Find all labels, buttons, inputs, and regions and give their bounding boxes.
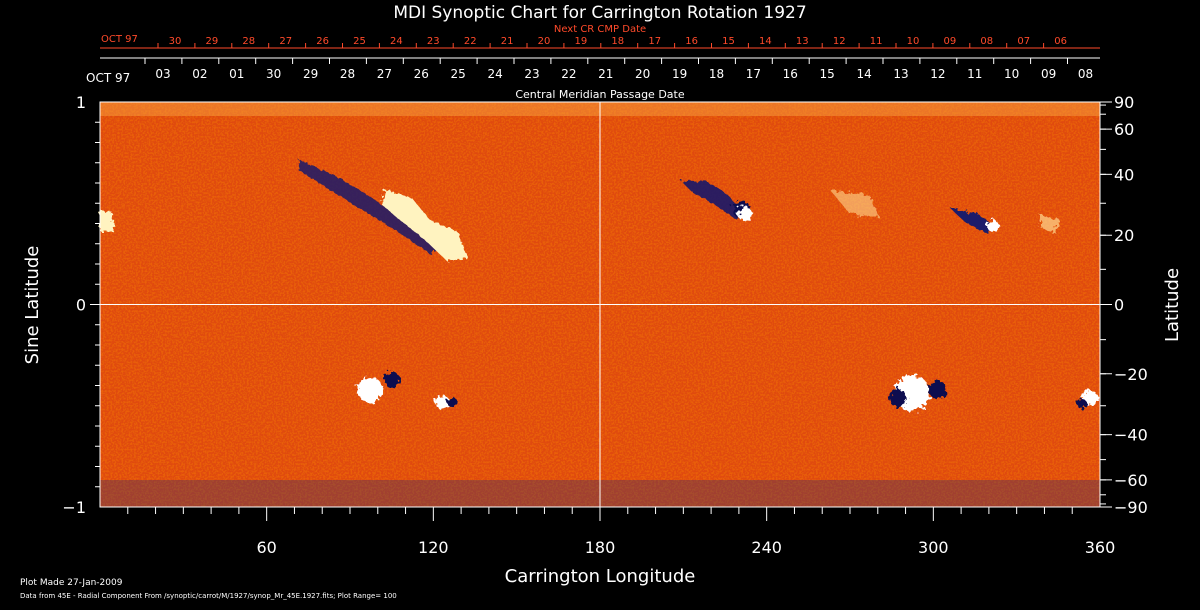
cmp-date-label: 30 bbox=[266, 67, 281, 81]
next-cr-date-label: 16 bbox=[685, 36, 698, 47]
next-cr-date-label: 09 bbox=[944, 36, 957, 47]
latitude-tick-label: −90 bbox=[1114, 498, 1148, 517]
next-cr-date-label: 19 bbox=[575, 36, 588, 47]
latitude-tick-label: 20 bbox=[1114, 226, 1134, 245]
cmp-date-label: 19 bbox=[672, 67, 687, 81]
next-cr-date-label: 18 bbox=[611, 36, 624, 47]
y-tick-label: −1 bbox=[62, 498, 86, 517]
cmp-date-label: 28 bbox=[340, 67, 355, 81]
y-axis-label: Sine Latitude bbox=[22, 246, 43, 365]
region-north-2 bbox=[680, 180, 752, 221]
cmp-date-axis: 03 02 01 30 29 28 27 26 25 24 23 22 21 20 19 18 17 16 15 14… bbox=[100, 57, 1100, 81]
next-cr-date-label: 10 bbox=[907, 36, 920, 47]
y2-axis-label: Latitude bbox=[1162, 268, 1183, 342]
x-tick-label: 360 bbox=[1085, 538, 1116, 557]
latitude-tick-label: 60 bbox=[1114, 120, 1134, 139]
cmp-date-label: 03 bbox=[155, 67, 170, 81]
cmp-date-label: 25 bbox=[451, 67, 466, 81]
region-south-3 bbox=[889, 375, 947, 411]
cmp-date-label: 11 bbox=[967, 67, 982, 81]
x-tick-label: 240 bbox=[751, 538, 782, 557]
y-axis-sine-latitude: 1 0 −1 bbox=[62, 93, 100, 517]
next-cr-date-label: 12 bbox=[833, 36, 846, 47]
next-cr-date-label: 25 bbox=[353, 36, 366, 47]
next-cr-axis-title: Next CR CMP Date bbox=[554, 24, 646, 35]
latitude-tick-label: −60 bbox=[1114, 471, 1148, 490]
next-cr-date-label: 20 bbox=[538, 36, 551, 47]
cmp-date-label: 18 bbox=[709, 67, 724, 81]
cmp-date-label: 14 bbox=[856, 67, 871, 81]
cmp-date-label: 23 bbox=[524, 67, 539, 81]
chart-title: MDI Synoptic Chart for Carrington Rotati… bbox=[393, 3, 806, 23]
region-south-1 bbox=[357, 372, 400, 403]
y-tick-label: 1 bbox=[76, 93, 86, 112]
cmp-date-label: 17 bbox=[746, 67, 761, 81]
region-south-2 bbox=[435, 395, 457, 409]
x-tick-label: 300 bbox=[918, 538, 949, 557]
next-cr-date-label: 06 bbox=[1054, 36, 1067, 47]
next-cr-date-label: 17 bbox=[648, 36, 661, 47]
cmp-axis-title: Central Meridian Passage Date bbox=[515, 88, 684, 101]
cmp-date-label: 08 bbox=[1078, 67, 1093, 81]
next-cr-date-label: 27 bbox=[279, 36, 292, 47]
plot-made-label: Plot Made 27-Jan-2009 bbox=[20, 578, 123, 588]
cmp-date-label: 20 bbox=[635, 67, 650, 81]
x-tick-label: 180 bbox=[585, 538, 616, 557]
next-cr-date-label: 14 bbox=[759, 36, 772, 47]
next-cr-date-label: 22 bbox=[464, 36, 477, 47]
x-tick-label: 60 bbox=[256, 538, 276, 557]
next-cr-date-label: 08 bbox=[980, 36, 993, 47]
next-cr-date-label: 07 bbox=[1017, 36, 1030, 47]
cmp-date-label: 15 bbox=[820, 67, 835, 81]
data-source-label: Data from 45E - Radial Component From /s… bbox=[20, 592, 397, 600]
y-axis-latitude: 90 60 40 20 0 −20 −40 −60 −90 bbox=[1100, 93, 1148, 517]
cmp-date-label: 21 bbox=[598, 67, 613, 81]
x-tick-label: 120 bbox=[418, 538, 449, 557]
cmp-date-label: 12 bbox=[930, 67, 945, 81]
next-cr-date-label: 26 bbox=[316, 36, 329, 47]
cmp-date-label: 16 bbox=[783, 67, 798, 81]
active-regions bbox=[100, 160, 1098, 411]
region-north-1 bbox=[298, 160, 468, 262]
cmp-date-label: 29 bbox=[303, 67, 318, 81]
cmp-date-label: 27 bbox=[377, 67, 392, 81]
next-cr-date-label: 13 bbox=[796, 36, 809, 47]
latitude-tick-label: 40 bbox=[1114, 165, 1134, 184]
cmp-date-label: 09 bbox=[1041, 67, 1056, 81]
x-axis-label: Carrington Longitude bbox=[505, 566, 696, 587]
next-cr-date-label: 21 bbox=[501, 36, 514, 47]
cmp-date-label: 26 bbox=[414, 67, 429, 81]
latitude-tick-label: 0 bbox=[1114, 296, 1124, 315]
next-cr-month-label: OCT 97 bbox=[101, 34, 138, 45]
next-cr-date-label: 15 bbox=[722, 36, 735, 47]
next-cr-date-label: 29 bbox=[206, 36, 219, 47]
next-cr-date-label: 28 bbox=[242, 36, 255, 47]
cmp-month-label: OCT 97 bbox=[86, 71, 130, 85]
latitude-tick-label: −20 bbox=[1114, 365, 1148, 384]
cmp-date-label: 22 bbox=[561, 67, 576, 81]
region-south-4 bbox=[1077, 390, 1098, 409]
latitude-tick-label: −40 bbox=[1114, 426, 1148, 445]
next-cr-date-label: 24 bbox=[390, 36, 403, 47]
y-tick-label: 0 bbox=[76, 296, 86, 315]
cmp-date-label: 01 bbox=[229, 67, 244, 81]
next-cr-date-label: 30 bbox=[169, 36, 182, 47]
next-cr-date-label: 23 bbox=[427, 36, 440, 47]
x-axis: 60 120 180 240 300 360 bbox=[127, 507, 1116, 557]
cmp-date-label: 13 bbox=[893, 67, 908, 81]
cmp-date-label: 24 bbox=[487, 67, 502, 81]
region-north-4 bbox=[100, 210, 1060, 232]
next-cr-date-label: 11 bbox=[870, 36, 883, 47]
next-cr-cmp-date-axis: 30 29 28 27 26 25 24 23 22 21 20 19 18 17 16 15 14 13 12 11… bbox=[100, 36, 1100, 49]
grid-lines bbox=[100, 102, 1100, 507]
cmp-date-label: 10 bbox=[1004, 67, 1019, 81]
region-north-3 bbox=[830, 190, 999, 234]
latitude-tick-label: 90 bbox=[1114, 93, 1134, 112]
cmp-date-label: 02 bbox=[192, 67, 207, 81]
